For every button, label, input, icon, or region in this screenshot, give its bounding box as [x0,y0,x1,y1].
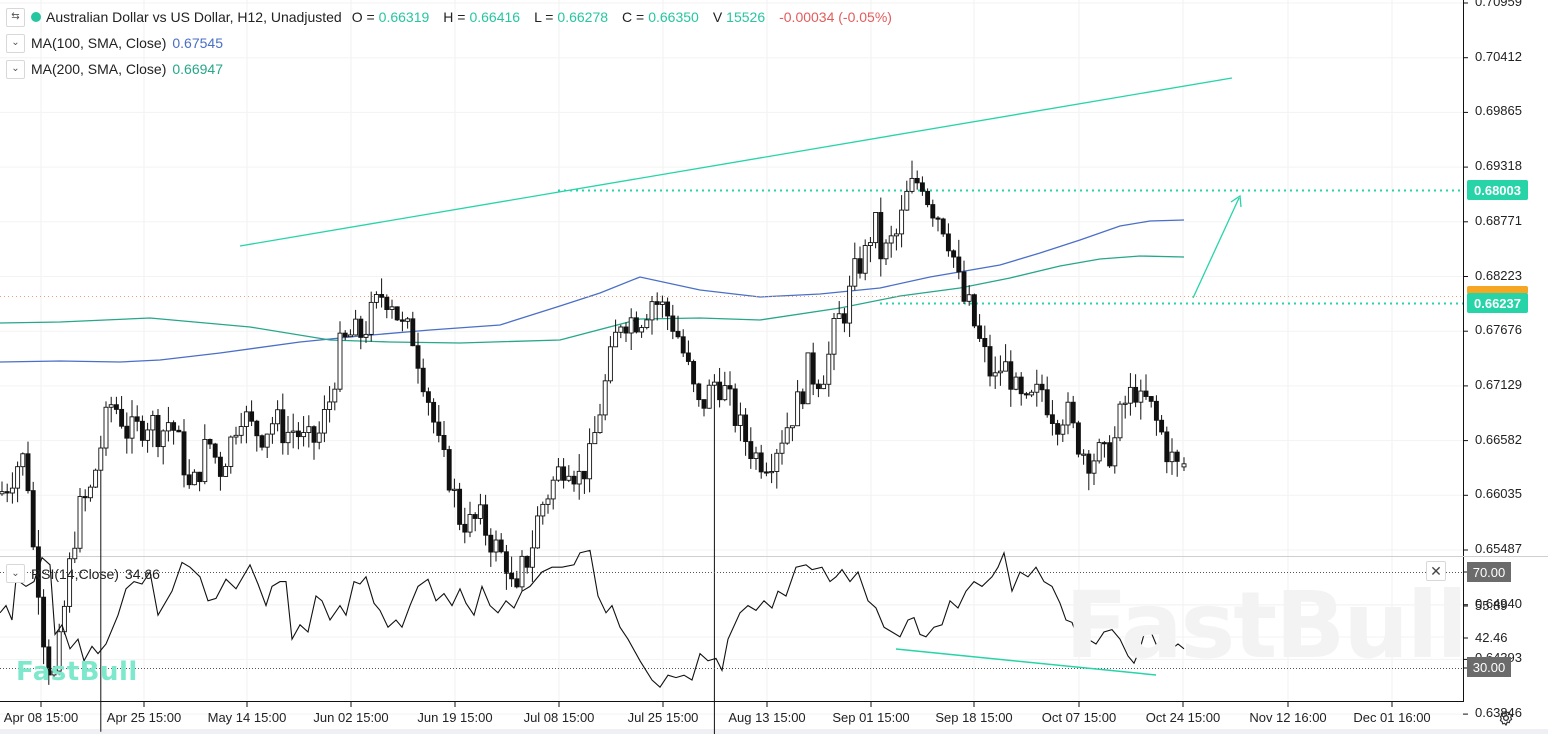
volume-label: V [712,9,723,25]
time-tick-label: Sep 18 15:00 [935,710,1013,725]
rsi-tick-label: 55.89 [1475,598,1508,613]
ma100-collapse-button[interactable]: ⌄ [6,33,25,53]
time-tick-label: Jun 02 15:00 [313,710,389,725]
ma200-row: ⌄ MA(200, SMA, Close) 0.66947 [6,58,906,80]
low-value: 0.66278 [557,9,609,25]
high-value: 0.66416 [469,9,521,25]
low-label: L = [534,9,554,25]
time-tick-label: Nov 12 16:00 [1249,710,1327,725]
time-tick-label: May 14 15:00 [207,710,287,725]
price-tick-label: 0.69318 [1475,158,1522,174]
time-tick-label: Apr 08 15:00 [3,710,79,725]
price-tick-label: 0.69865 [1475,103,1522,119]
current-price-tag [1467,286,1528,294]
high-label: H = [443,9,466,25]
close-label: C = [622,9,645,25]
price-tick-label: 0.70412 [1475,48,1522,64]
price-tick-label: 0.70959 [1475,0,1522,9]
rsi-tick-label: 42.46 [1475,630,1508,645]
price-tick-label: 0.66582 [1475,431,1522,447]
time-tick-label: Oct 24 15:00 [1145,710,1221,725]
price-tick-label: 0.67676 [1475,322,1522,338]
time-tick-label: Oct 07 15:00 [1041,710,1117,725]
ma200-collapse-button[interactable]: ⌄ [6,59,25,79]
price-tick-label: 0.67129 [1475,376,1522,392]
price-tick-label: 0.64940 [1475,595,1522,611]
time-tick-label: Aug 13 15:00 [728,710,806,725]
close-rsi-button[interactable]: ✕ [1426,561,1446,581]
chevron-down-icon: ⌄ [11,37,20,48]
chevron-down-icon: ⌄ [11,568,20,579]
time-tick-label: Jul 08 15:00 [523,710,595,725]
resistance-price-tag: 0.68003 [1467,180,1528,200]
support-price-tag: 0.66237 [1467,293,1528,313]
close-value: 0.66350 [648,9,699,25]
symbol-row: ⇆ Australian Dollar vs US Dollar, H12, U… [6,6,906,28]
ma100-label: MA(100, SMA, Close) [31,35,167,51]
rsi-value: 34.66 [124,565,160,582]
watermark-large: FastBull [1065,572,1465,679]
price-tick-label: 0.65487 [1475,541,1522,556]
rsi-legend: ⌄ RSI(14,Close) 34.66 [6,564,160,583]
settings-gear-icon[interactable] [1497,709,1515,727]
ma200-value: 0.66947 [172,61,223,77]
price-tick-label: 0.63846 [1475,705,1522,721]
ma100-row: ⌄ MA(100, SMA, Close) 0.67545 [6,32,906,54]
price-tick-label: 0.66035 [1475,486,1522,502]
close-icon: ✕ [1430,562,1442,579]
open-value: 0.66319 [378,9,430,25]
rsi-label: RSI(14,Close) [31,565,119,582]
rsi-30-tag: 30.00 [1467,657,1511,677]
rsi-70-tag: 70.00 [1467,562,1511,582]
watermark-logo: FastBull [16,657,138,687]
ma200-label: MA(200, SMA, Close) [31,61,167,77]
time-tick-label: Jun 19 15:00 [417,710,493,725]
time-tick-label: Jul 25 15:00 [627,710,699,725]
ma100-value: 0.67545 [172,35,223,51]
change-value: -0.00034 (-0.05%) [779,9,892,25]
volume-value: 15526 [726,9,766,25]
time-tick-label: Apr 25 15:00 [106,710,182,725]
open-label: O = [351,9,375,25]
rsi-collapse-button[interactable]: ⌄ [6,564,25,583]
time-tick-label: Sep 01 15:00 [832,710,910,725]
price-tick-label: 0.68223 [1475,267,1522,283]
time-tick-label: Dec 01 16:00 [1353,710,1431,725]
swap-icon: ⇆ [11,11,20,22]
chart-legend: ⇆ Australian Dollar vs US Dollar, H12, U… [6,6,906,84]
price-tick-label: 0.68771 [1475,212,1522,228]
symbol-title: Australian Dollar vs US Dollar, H12, Una… [46,9,342,25]
chevron-down-icon: ⌄ [11,63,20,74]
toggle-legend-button[interactable]: ⇆ [6,7,25,27]
market-status-dot [31,12,41,22]
